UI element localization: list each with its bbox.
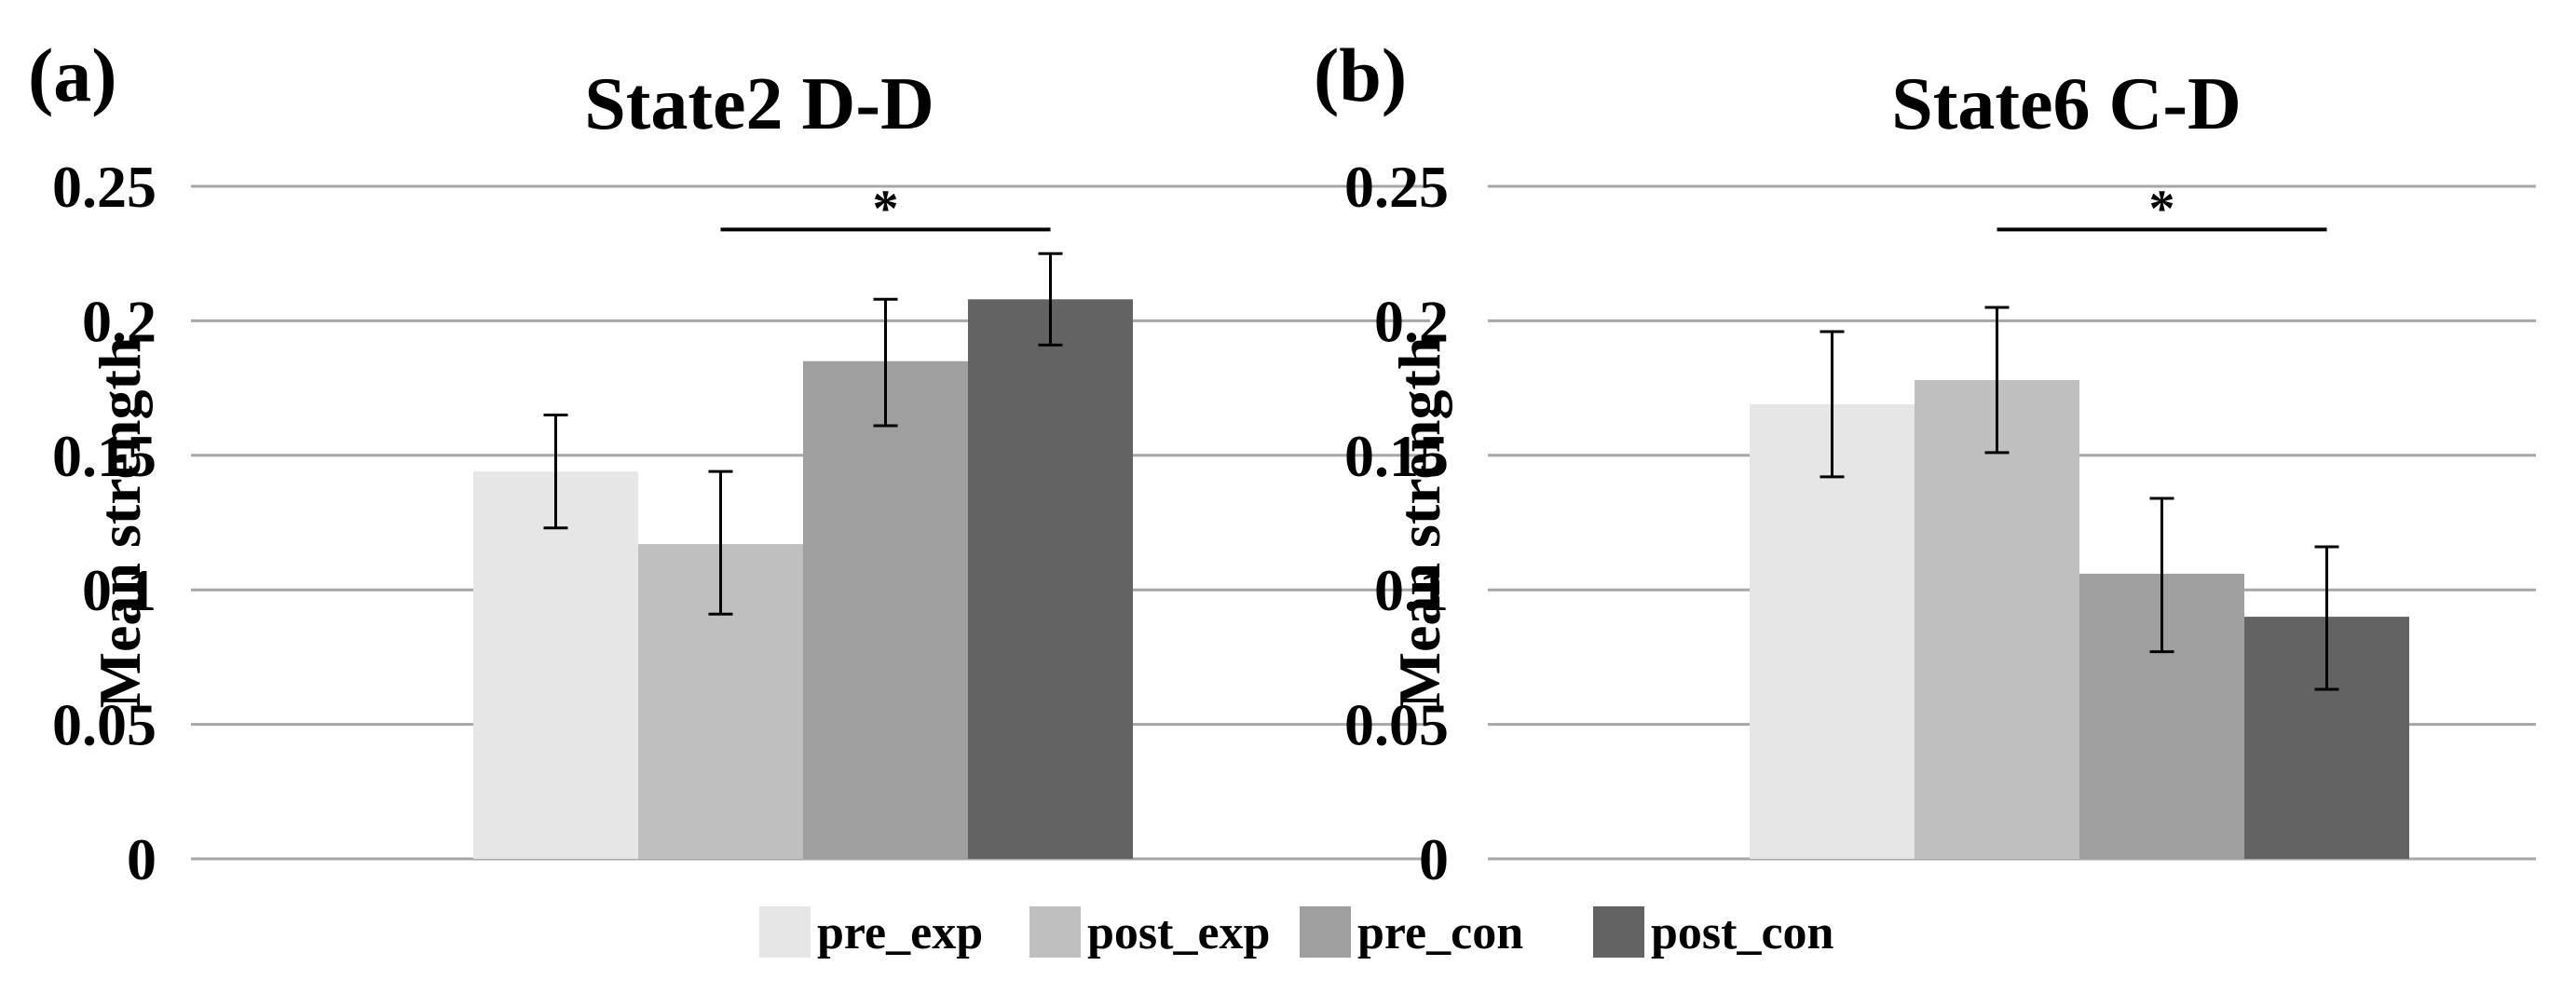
- panel-label: (b): [1314, 33, 1407, 117]
- chart-title: State2 D-D: [584, 63, 934, 145]
- legend-swatch-pre-exp: [759, 906, 811, 958]
- legend: pre_exp post_exp pre_con post_con: [759, 906, 1834, 959]
- legend-label: post_con: [1651, 906, 1834, 959]
- bar-pre-exp: [1750, 403, 1915, 859]
- bar-pre-exp: [473, 471, 638, 859]
- legend-swatch-post-con: [1593, 906, 1644, 958]
- bar-post-con: [968, 299, 1133, 859]
- significance-star: *: [873, 180, 899, 238]
- y-axis-label: Mean strength: [1386, 337, 1452, 709]
- panel-b: (b) State6 C-D 0 0.05 0.1 0.15 0.2 0.25 Mean str…: [1314, 33, 2536, 892]
- y-tick-label: 0: [1419, 826, 1449, 892]
- y-tick-label: 0: [127, 826, 157, 892]
- chart-title: State6 C-D: [1891, 63, 2241, 145]
- y-tick-label: 0.15: [1344, 423, 1449, 489]
- legend-label: pre_exp: [817, 906, 983, 959]
- y-tick-label: 0.2: [1374, 288, 1449, 354]
- bar-post-exp: [1915, 379, 2079, 859]
- y-tick-label: 0.15: [52, 423, 157, 489]
- legend-swatch-pre-con: [1300, 906, 1351, 958]
- bar-pre-con: [803, 360, 968, 860]
- y-tick-label: 0.25: [52, 154, 157, 220]
- legend-label: pre_con: [1357, 906, 1523, 959]
- y-tick-label: 0.2: [82, 288, 157, 354]
- significance-star: *: [2149, 180, 2175, 238]
- y-tick-label: 0.05: [52, 692, 157, 758]
- legend-swatch-post-exp: [1029, 906, 1081, 958]
- y-tick-label: 0.25: [1344, 154, 1449, 220]
- panel-a: (a) State2 D-D 0 0.05 0.1 0.15 0.2 0.25 Mean str…: [28, 33, 1430, 892]
- panel-label: (a): [28, 33, 117, 117]
- y-tick-label: 0.1: [1374, 557, 1449, 623]
- y-tick-label: 0.05: [1344, 692, 1449, 758]
- y-tick-label: 0.1: [82, 557, 157, 623]
- legend-label: post_exp: [1087, 906, 1270, 959]
- y-axis-label: Mean strength: [87, 337, 153, 709]
